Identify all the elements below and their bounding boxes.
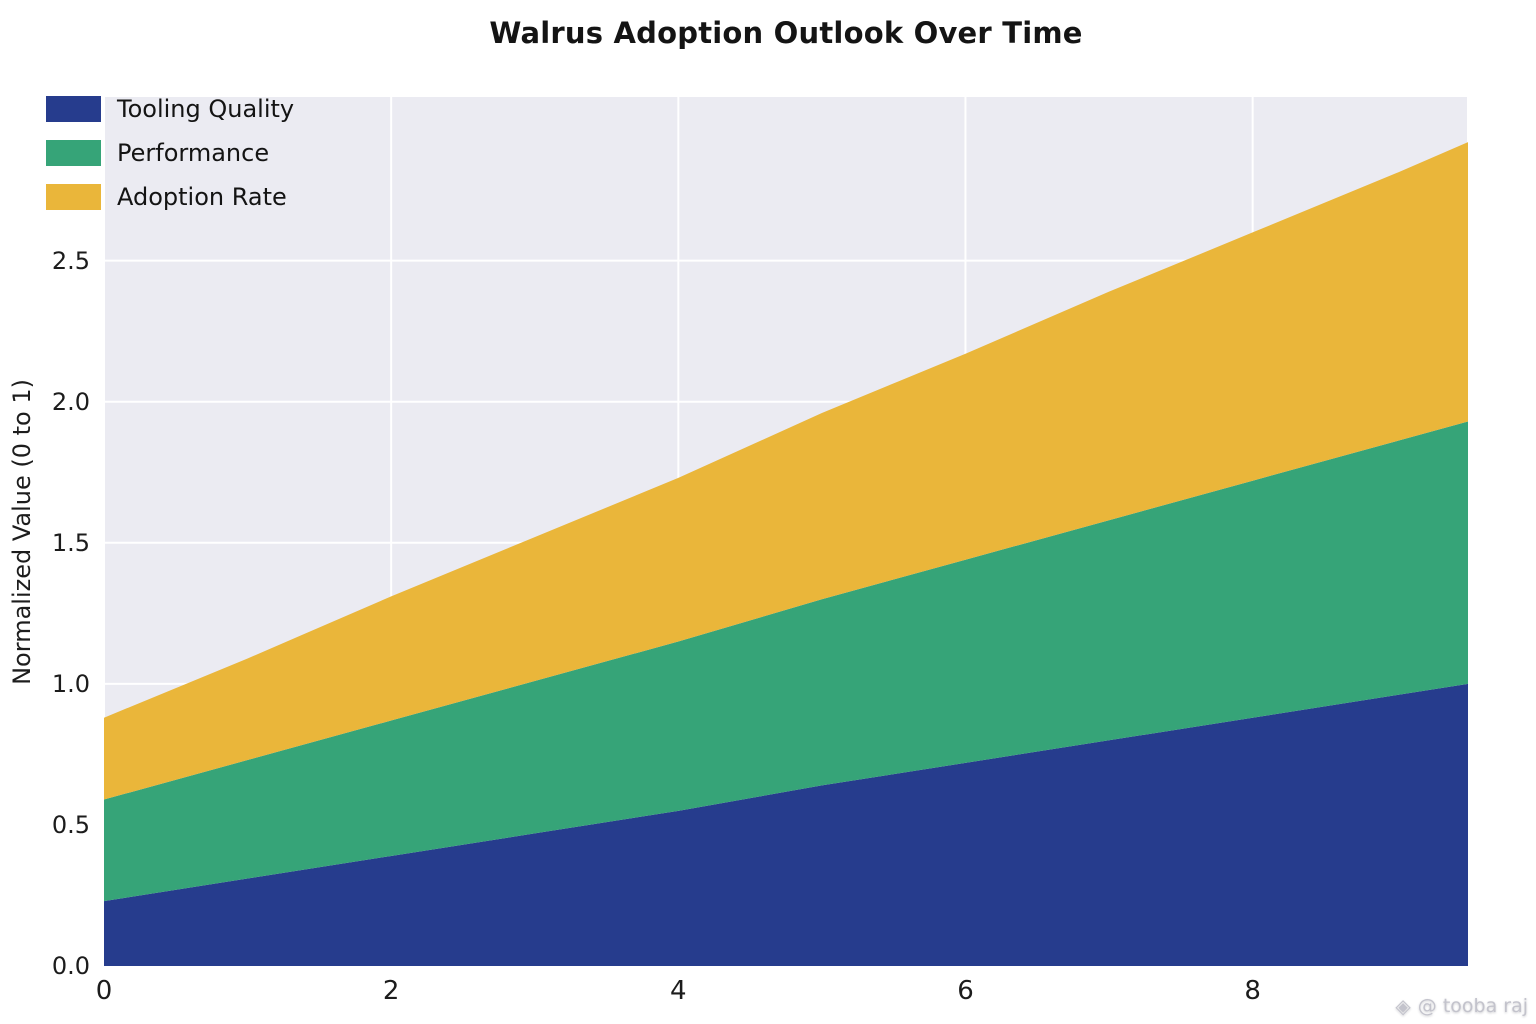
diamond-icon: ◈: [1395, 994, 1411, 1018]
stacked-area-chart: [104, 97, 1468, 966]
x-tick-label: 6: [957, 976, 974, 1006]
area-tooling-quality: [104, 683, 1468, 966]
legend-label: Adoption Rate: [117, 182, 287, 211]
legend-item-adoption-rate: Adoption Rate: [46, 180, 294, 213]
x-tick-label: 4: [670, 976, 687, 1006]
legend-swatch: [46, 139, 101, 166]
plot-area: [104, 97, 1468, 966]
legend-label: Tooling Quality: [117, 94, 295, 123]
area-adoption-rate: [104, 142, 1468, 800]
legend-item-tooling-quality: Tooling Quality: [46, 92, 294, 125]
legend-item-performance: Performance: [46, 136, 294, 169]
legend-swatch: [46, 183, 101, 210]
area-performance: [104, 421, 1468, 902]
x-tick-label: 8: [1244, 976, 1261, 1006]
legend-label: Performance: [117, 138, 270, 167]
y-tick-label: 2.5: [51, 246, 90, 275]
x-tick-label: 2: [382, 976, 400, 1006]
y-tick-label: 2.0: [51, 387, 90, 416]
legend-swatch: [46, 95, 101, 122]
y-tick-label: 0.5: [51, 810, 90, 839]
watermark: ◈ @ tooba raj: [1395, 994, 1528, 1018]
legend: Tooling Quality Performance Adoption Rate: [46, 92, 294, 213]
y-tick-label: 0.0: [51, 952, 90, 980]
y-tick-label: 1.5: [51, 528, 90, 557]
chart-title: Walrus Adoption Outlook Over Time: [489, 16, 1083, 50]
y-tick-label: 1.0: [51, 669, 90, 698]
x-tick-label: 0: [95, 976, 113, 1006]
watermark-text: @ tooba raj: [1417, 995, 1528, 1017]
